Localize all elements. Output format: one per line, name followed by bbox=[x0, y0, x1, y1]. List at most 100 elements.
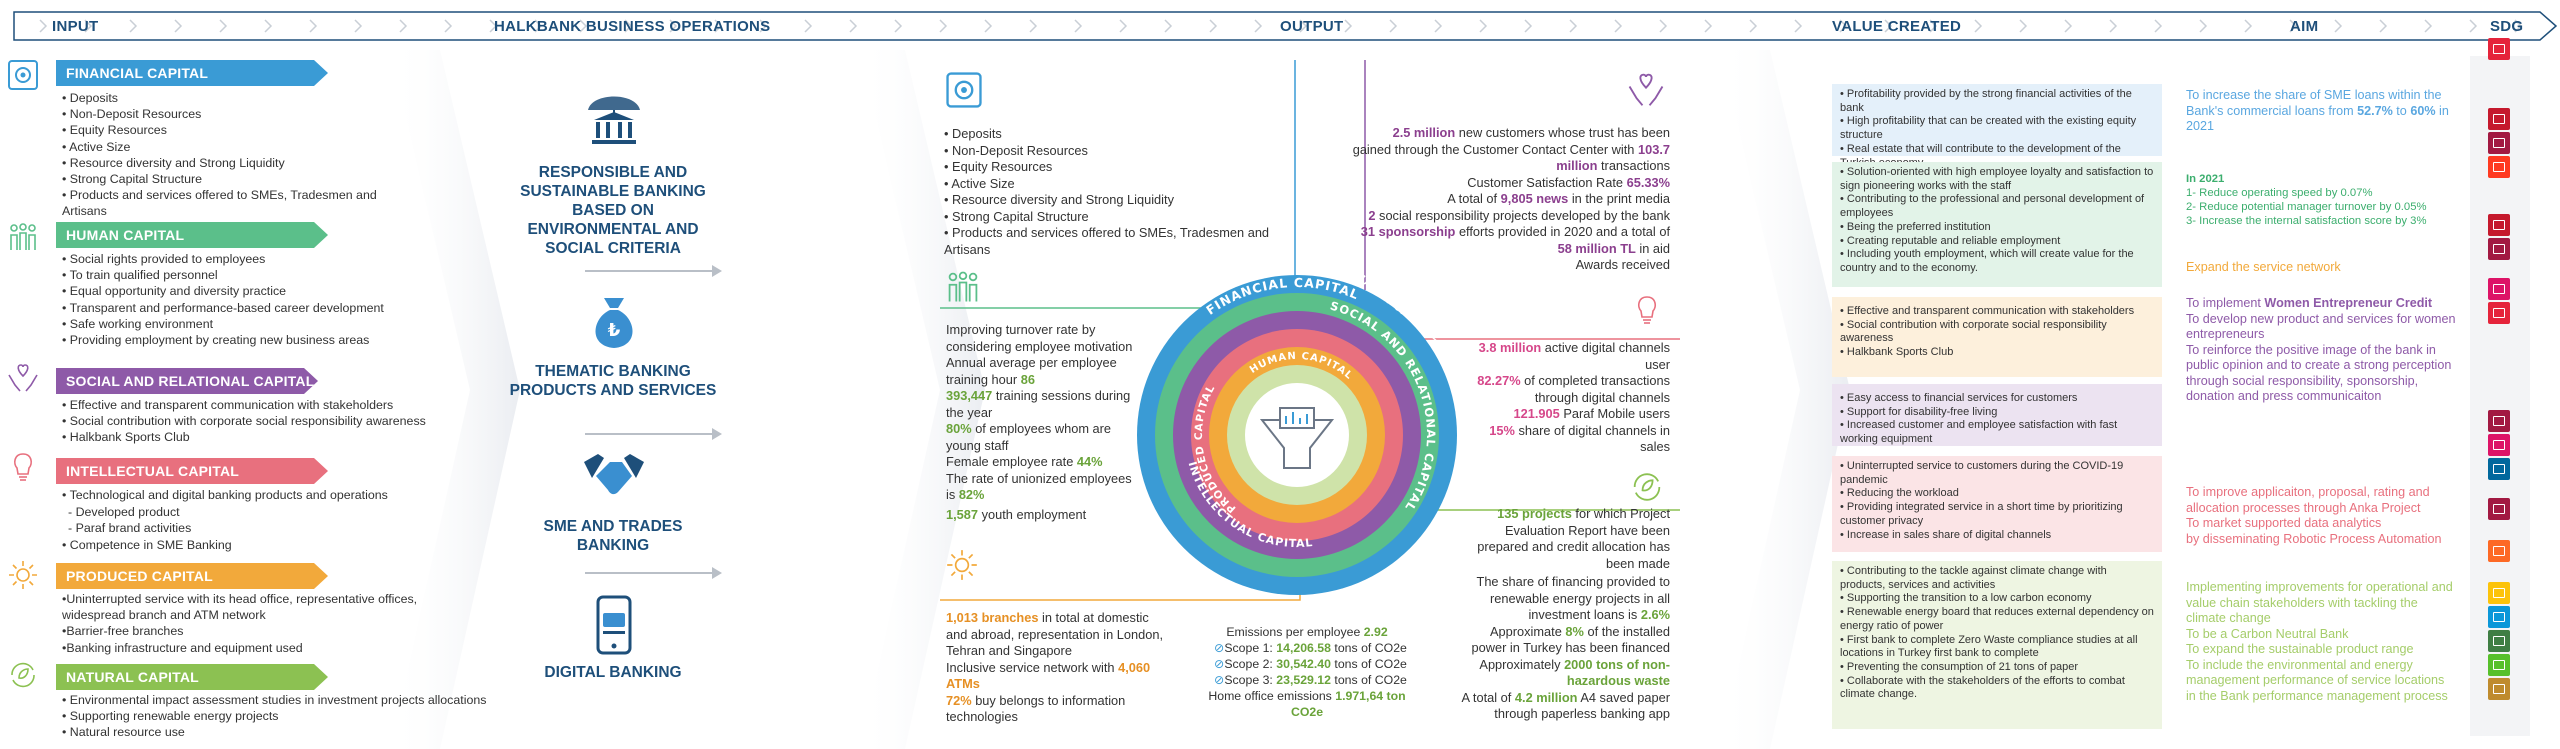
sdg-15-icon bbox=[2488, 654, 2510, 676]
aim-financial: To increase the share of SME loans withi… bbox=[2186, 88, 2456, 135]
human-sessions-value: 393,447 bbox=[946, 388, 993, 403]
human-sessions-label: training sessions during the year bbox=[946, 388, 1131, 420]
output-human: Improving turnover rate by considering e… bbox=[946, 322, 1141, 523]
scope3-label: Scope 3: bbox=[1224, 673, 1273, 687]
list-item: Natural resource use bbox=[62, 724, 532, 740]
list-item: Transparent and performance-based career… bbox=[62, 300, 412, 316]
hands-heart-icon bbox=[1628, 73, 1664, 106]
activity-thematic-banking: THEMATIC BANKING PRODUCTS AND SERVICES bbox=[509, 363, 717, 399]
produced-capital-list: •Uninterrupted service with its head off… bbox=[62, 591, 482, 656]
produced-atm-value: 4,060 ATMs bbox=[946, 659, 1151, 692]
value-box-human: Solution-oriented with high employee loy… bbox=[1832, 162, 2162, 287]
list-item: High profitability that can be created w… bbox=[1840, 115, 2154, 142]
social-projects-label: social responsibility projects developed… bbox=[1379, 207, 1670, 223]
safe-icon bbox=[946, 72, 982, 108]
human-female-label: Female employee rate bbox=[946, 454, 1074, 469]
header-output: OUTPUT bbox=[1280, 18, 1344, 35]
intellectual-sales-label: share of digital channels in sales bbox=[1518, 422, 1670, 455]
output-natural: 135 projects for which Project Evaluatio… bbox=[1460, 506, 1670, 723]
aim-text: to bbox=[2396, 103, 2407, 118]
flow-arrow bbox=[585, 567, 722, 579]
value-box-social: Effective and transparent communication … bbox=[1832, 297, 2162, 377]
value-box-natural: Contributing to the tackle against clima… bbox=[1832, 561, 2162, 729]
list-item: To train qualified personnel bbox=[62, 267, 412, 283]
scope2-value: 30,542.40 bbox=[1276, 657, 1331, 671]
scope-unit: tons of CO2e bbox=[1334, 673, 1407, 687]
list-item: Supporting the transition to a low carbo… bbox=[1840, 592, 2154, 606]
mobile-phone-icon bbox=[596, 595, 632, 655]
natural-power-label: of the installed power in Turkey has bee… bbox=[1471, 623, 1670, 656]
list-item: Competence in SME Banking bbox=[62, 537, 442, 553]
scope1-label: Scope 1: bbox=[1224, 641, 1273, 655]
list-item: Resource diversity and Strong Liquidity bbox=[62, 155, 402, 171]
check-icon: ⊘ bbox=[1214, 673, 1225, 687]
header-aim: AIM bbox=[2290, 18, 2319, 35]
people-icon bbox=[948, 271, 978, 302]
list-item: Providing employment by creating new bus… bbox=[62, 332, 412, 348]
output-financial: Deposits Non-Deposit Resources Equity Re… bbox=[944, 126, 1284, 258]
human-female-value: 44% bbox=[1076, 454, 1103, 469]
financial-capital-list: Deposits Non-Deposit Resources Equity Re… bbox=[62, 90, 402, 220]
flow-arrow bbox=[585, 428, 722, 440]
activity-sme-trades: SME AND TRADES BANKING bbox=[543, 518, 683, 554]
sdg-4-icon bbox=[2488, 108, 2510, 130]
list-item: Increase in sales share of digital chann… bbox=[1840, 529, 2154, 543]
list-item: Profitability provided by the strong fin… bbox=[1840, 88, 2154, 115]
human-young-label: of employees whom are young staff bbox=[946, 421, 1112, 453]
social-news-value: 9,805 news bbox=[1500, 191, 1569, 206]
intellectual-sales-value: 15% bbox=[1489, 422, 1515, 438]
bank-umbrella-icon bbox=[588, 96, 640, 144]
list-item: Active Size bbox=[62, 139, 402, 155]
intellectual-capital-list-2: Competence in SME Banking bbox=[62, 537, 442, 553]
social-news-pre: A total of bbox=[1447, 191, 1498, 206]
list-item: Social contribution with corporate socia… bbox=[1840, 319, 2154, 346]
list-item: Providing integrated service in a short … bbox=[1840, 501, 2154, 528]
financial-capital-bar: FINANCIAL CAPITAL bbox=[56, 60, 328, 86]
sdg-column bbox=[2470, 38, 2530, 736]
human-turnover: Improving turnover rate by considering e… bbox=[946, 322, 1133, 354]
aim-text: 2- Reduce potential manager turnover by … bbox=[2186, 201, 2427, 213]
natural-paper-pre: A total of bbox=[1461, 689, 1512, 705]
scope1-value: 14,206.58 bbox=[1276, 641, 1331, 655]
list-item: Strong Capital Structure bbox=[944, 209, 1284, 226]
check-icon: ⊘ bbox=[1214, 641, 1225, 655]
lightbulb-icon bbox=[13, 453, 33, 481]
social-transactions-value: 103.7 million bbox=[1556, 141, 1670, 174]
social-sponsorship-value: 31 sponsorship bbox=[1360, 224, 1456, 239]
human-training-value: 86 bbox=[1020, 371, 1035, 387]
natural-projects-value: 135 projects bbox=[1497, 506, 1572, 521]
list-item: Halkbank Sports Club bbox=[1840, 346, 2154, 360]
human-young-value: 80% bbox=[946, 421, 972, 436]
output-produced: 1,013 branches in total at domestic and … bbox=[946, 610, 1166, 726]
list-item: widespread branch and ATM network bbox=[62, 608, 266, 623]
list-item: •Barrier-free branches bbox=[62, 624, 184, 639]
scope-unit: tons of CO2e bbox=[1334, 657, 1407, 671]
aim-natural: Implementing improvements for operationa… bbox=[2186, 580, 2456, 704]
social-satisfaction-label: Customer Satisfaction Rate bbox=[1467, 174, 1624, 190]
aim-text: To market supported data analytics bbox=[2186, 516, 2382, 530]
intellectual-capital-bar: INTELLECTUAL CAPITAL bbox=[56, 458, 328, 484]
natural-projects-label: for which Project Evaluation Report have… bbox=[1477, 506, 1670, 571]
output-social: 2.5 million new customers whose trust ha… bbox=[1352, 125, 1670, 274]
sdg-8-icon bbox=[2488, 498, 2510, 520]
aim-human: In 2021 1- Reduce operating speed by 0.0… bbox=[2186, 172, 2456, 228]
safe-icon bbox=[8, 60, 38, 90]
intellectual-digital-value: 82.27% bbox=[1477, 373, 1521, 388]
header-value-created: VALUE CREATED bbox=[1832, 18, 1962, 35]
sdg-8-icon bbox=[2488, 238, 2510, 260]
social-capital-bar: SOCIAL AND RELATIONAL CAPITAL bbox=[56, 368, 318, 394]
human-training-label: Annual average per employee training hou… bbox=[946, 355, 1117, 387]
list-item: Strong Capital Structure bbox=[62, 171, 402, 187]
social-customers-value: 2.5 million bbox=[1392, 125, 1456, 140]
aim-text: To include the environmental and energy … bbox=[2186, 657, 2448, 703]
sdg-1-icon bbox=[2488, 38, 2510, 60]
header-bar: INPUT HALKBANK BUSINESS OPERATIONS OUTPU… bbox=[0, 0, 2560, 52]
aim-text: Implementing improvements for operationa… bbox=[2186, 580, 2453, 625]
handshake-icon bbox=[584, 454, 644, 495]
natural-waste-pre: Approximately bbox=[1479, 656, 1561, 672]
social-capital-list: Effective and transparent communication … bbox=[62, 397, 482, 446]
list-item: Non-Deposit Resources bbox=[944, 143, 1284, 160]
check-icon: ⊘ bbox=[1214, 657, 1225, 671]
natural-waste-value: 2000 tons of non-hazardous waste bbox=[1564, 656, 1670, 689]
home-office-unit: CO2e bbox=[1290, 705, 1324, 719]
